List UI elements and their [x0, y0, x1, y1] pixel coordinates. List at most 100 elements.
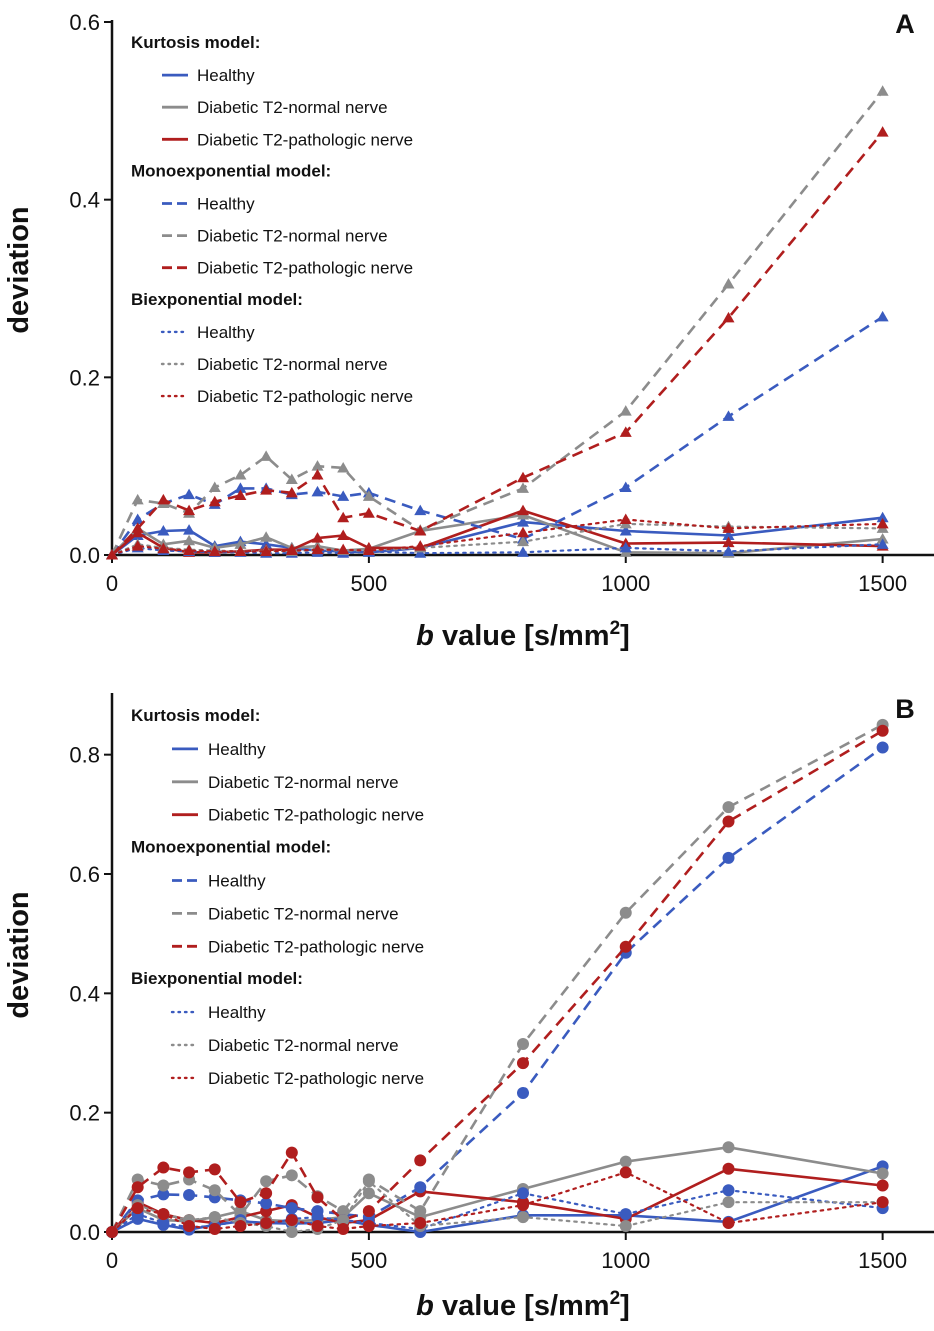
series-dashed-diabetic-t2-normal-nerve [106, 718, 889, 1238]
data-point [183, 1166, 196, 1179]
legend-label: Diabetic T2-normal nerve [208, 904, 399, 923]
x-tick-label: 1000 [601, 1248, 650, 1273]
x-axis-title-close: ] [620, 620, 630, 652]
legend-heading: Monoexponential model: [131, 838, 331, 857]
data-point [517, 516, 529, 527]
data-point [260, 538, 273, 549]
legend: Kurtosis model: Healthy Diabetic T2-normal… [131, 33, 413, 406]
legend-heading: Kurtosis model: [131, 33, 260, 52]
legend-label: Diabetic T2-normal nerve [208, 773, 399, 792]
data-point [517, 1187, 529, 1200]
data-point [260, 1175, 273, 1188]
chart-panel-a: 0 500 1000 1500 0.0 0.2 0.4 0.6 b value [s/mm2] d… [3, 9, 934, 652]
y-tick-label: 0.4 [69, 188, 100, 213]
x-tick-label: 1500 [858, 571, 907, 596]
data-point [208, 1211, 221, 1224]
data-point [876, 538, 889, 549]
x-axis-title-rest: value [s/mm [434, 620, 610, 652]
data-point [311, 460, 324, 471]
data-point [619, 513, 632, 524]
data-point [722, 801, 735, 814]
data-point [183, 1220, 196, 1233]
data-point [362, 490, 375, 501]
data-point [722, 815, 735, 828]
legend-label: Diabetic T2-normal nerve [197, 355, 388, 374]
legend: Kurtosis model: Healthy Diabetic T2-normal… [131, 706, 424, 1088]
data-point [157, 542, 170, 554]
legend-label: Healthy [197, 195, 255, 214]
y-tick-label: 0.6 [69, 862, 100, 887]
data-point [260, 1197, 273, 1210]
data-point [722, 278, 735, 289]
series-line [110, 1180, 884, 1234]
data-point [414, 504, 427, 516]
legend-heading: Kurtosis model: [131, 706, 260, 725]
data-point [157, 1217, 170, 1230]
data-point [722, 529, 735, 540]
chart-panel-b: 0 500 1000 1500 0.0 0.2 0.4 0.6 0.8 b value [s/mm… [3, 693, 934, 1322]
y-axis-title: deviation [3, 891, 35, 1018]
data-point [234, 538, 247, 549]
legend-label: Diabetic T2-normal nerve [208, 1036, 399, 1055]
y-tick-label: 0.2 [69, 365, 100, 390]
y-tick-label: 0.0 [69, 1220, 100, 1245]
data-point [157, 493, 170, 505]
data-point [260, 531, 273, 542]
data-point [183, 488, 196, 500]
data-point [517, 1211, 529, 1224]
data-point [722, 1184, 735, 1197]
data-point [414, 540, 427, 551]
data-point [722, 536, 735, 548]
data-point [106, 549, 118, 560]
x-axis-title-close: ] [620, 1290, 630, 1322]
data-point [337, 1223, 350, 1236]
data-point [234, 1196, 247, 1209]
data-point [208, 495, 221, 507]
series-dotted-healthy [106, 1184, 889, 1238]
series-dotted-healthy [106, 538, 889, 560]
series-dashed-diabetic-t2-pathologic-nerve [106, 724, 889, 1238]
data-point [285, 1146, 298, 1159]
data-point [619, 525, 632, 536]
data-point [414, 1217, 427, 1230]
x-tick-label: 1500 [858, 1248, 907, 1273]
y-tick-label: 0.8 [69, 743, 100, 768]
data-point [619, 426, 632, 437]
data-point [619, 481, 632, 492]
data-point [722, 1217, 735, 1230]
legend-heading: Monoexponential model: [131, 161, 331, 180]
y-axis-title: deviation [3, 206, 35, 333]
data-point [619, 405, 632, 416]
data-point [311, 469, 324, 480]
data-point [131, 1202, 144, 1215]
legend-heading: Biexponential model: [131, 969, 303, 988]
series-line [110, 518, 884, 557]
data-point [362, 544, 375, 556]
panel-letter: B [895, 694, 915, 724]
data-point [234, 1220, 247, 1233]
series-line [110, 90, 884, 556]
data-point [285, 486, 298, 498]
x-axis-title-b: b [416, 620, 434, 652]
data-point [619, 1166, 632, 1179]
data-point [876, 517, 889, 529]
data-point [260, 545, 273, 556]
data-point [208, 545, 221, 556]
legend-label: Healthy [208, 1003, 266, 1022]
y-tick-label: 0.0 [69, 543, 100, 568]
data-point [260, 1217, 273, 1230]
legend-label: Diabetic T2-pathologic nerve [208, 806, 424, 825]
data-point [876, 533, 889, 544]
data-point [619, 940, 632, 953]
data-point [131, 513, 144, 524]
series-line [111, 1165, 884, 1234]
data-point [260, 450, 273, 461]
data-point [876, 85, 889, 96]
data-point [285, 1169, 298, 1182]
series-line [110, 723, 884, 1233]
data-point [722, 545, 735, 556]
data-point [414, 1154, 427, 1167]
y-tick-label: 0.4 [69, 981, 100, 1006]
data-point [285, 1214, 298, 1227]
legend-heading: Biexponential model: [131, 290, 303, 309]
